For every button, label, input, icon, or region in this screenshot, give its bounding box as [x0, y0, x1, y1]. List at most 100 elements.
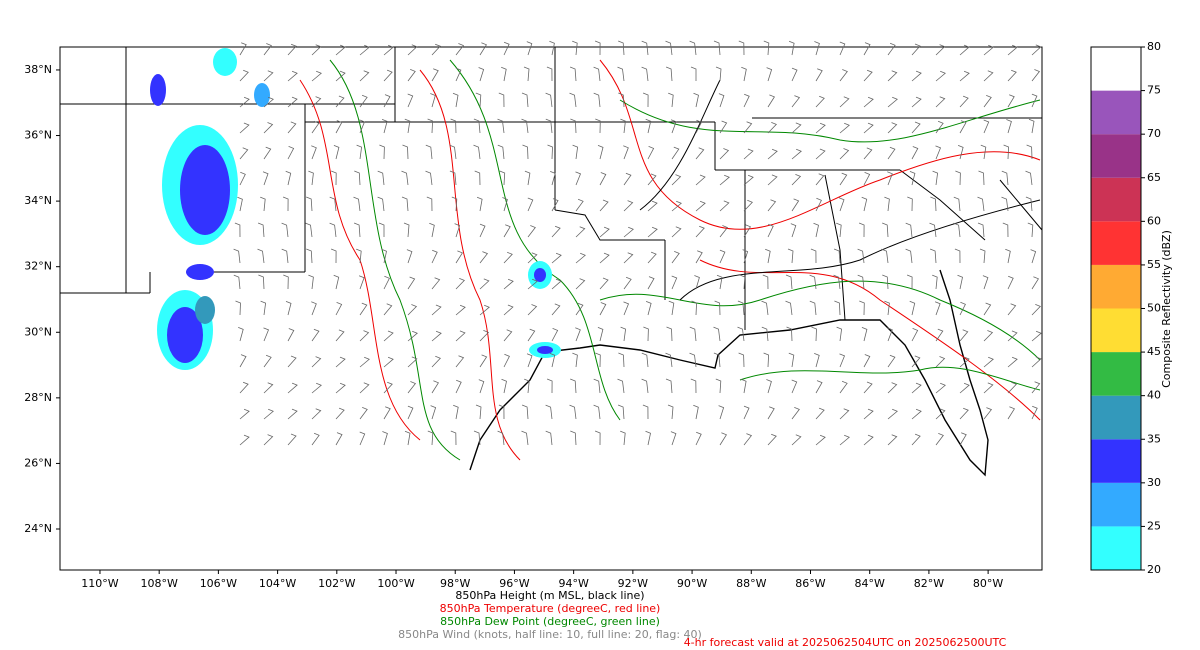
map-axes: 110°W 108°W 106°W 104°W 102°W 100°W 98°W 96°W 94…	[24, 63, 1003, 590]
y-tick-label: 26°N	[24, 456, 52, 469]
wind-barb	[738, 352, 745, 368]
wind-barb	[809, 274, 817, 290]
wind-barb	[407, 405, 414, 420]
wind-barb	[545, 118, 553, 134]
wind-barb	[401, 170, 409, 186]
wind-barb	[455, 330, 466, 342]
wind-barb	[550, 171, 556, 186]
wind-barb	[911, 433, 921, 446]
wind-barb	[766, 379, 772, 394]
wind-barb	[258, 274, 265, 290]
wind-barb	[641, 378, 649, 394]
wind-barb	[882, 274, 889, 290]
wind-barb	[695, 200, 706, 212]
wind-barb	[281, 222, 289, 238]
wind-barb	[642, 404, 649, 420]
wind-barb	[911, 355, 921, 368]
wind-barb	[647, 146, 655, 160]
wind-barb	[737, 300, 745, 316]
wind-barb	[353, 222, 361, 238]
wind-barb	[452, 92, 459, 108]
wind-barb	[911, 121, 921, 134]
wind-barb	[455, 355, 465, 368]
wind-barb	[263, 382, 274, 394]
wind-barb	[287, 146, 295, 160]
wind-barb	[1031, 304, 1042, 316]
wind-barb	[815, 380, 823, 394]
wind-barb	[527, 225, 536, 238]
wind-barb	[695, 119, 702, 134]
wind-barb	[955, 170, 961, 186]
wind-barb	[425, 170, 433, 186]
wind-barb	[311, 356, 322, 368]
wind-barb	[479, 330, 490, 342]
wind-barb	[1006, 119, 1012, 134]
wind-barb	[665, 352, 673, 368]
wind-barb	[497, 430, 505, 446]
wind-barb	[957, 274, 963, 290]
wind-barb	[449, 144, 457, 160]
wind-barb	[815, 407, 825, 420]
wind-barb	[359, 70, 370, 82]
wind-barb	[791, 67, 798, 82]
colorbar-segment	[1091, 264, 1141, 309]
wind-barb	[787, 248, 794, 264]
colorbar-tick-label: 20	[1147, 563, 1161, 576]
wind-barb	[383, 69, 393, 82]
wind-barb	[863, 96, 874, 108]
wind-barb	[479, 251, 489, 264]
wind-barb	[977, 222, 985, 238]
wind-barb	[479, 304, 490, 316]
wind-barb	[911, 382, 922, 394]
wind-barb	[449, 170, 457, 186]
colorbar-tick-label: 65	[1147, 171, 1161, 184]
wind-barb	[593, 404, 601, 420]
wind-barb	[863, 408, 874, 420]
wind-barb	[263, 43, 272, 56]
wind-barb	[478, 379, 485, 394]
caption: 850hPa Dew Point (degreeC, green line)	[440, 615, 660, 628]
wind-barb	[983, 302, 992, 316]
wind-barb	[335, 407, 345, 420]
wind-barb	[381, 119, 388, 134]
wind-barb	[839, 408, 850, 420]
wind-barb	[1025, 196, 1033, 212]
wind-barb	[767, 223, 774, 238]
wind-barb	[263, 434, 274, 446]
wind-barb	[427, 118, 434, 134]
wind-barb	[234, 222, 241, 238]
wind-barb	[473, 118, 481, 134]
wind-barb	[383, 330, 394, 342]
wind-barb	[978, 170, 985, 186]
wind-barb	[521, 118, 529, 134]
wind-barb	[761, 300, 769, 316]
wind-barb	[359, 356, 370, 368]
wind-barb	[813, 222, 819, 238]
wind-barb	[836, 326, 843, 342]
wind-barb	[935, 356, 946, 368]
wind-barb	[454, 223, 461, 238]
wind-barb	[551, 252, 562, 264]
colorbar-segment	[1091, 90, 1141, 135]
wind-barb	[839, 172, 848, 186]
colorbar-segment	[1091, 482, 1141, 527]
colorbar-segment	[1091, 352, 1141, 396]
wind-barb	[335, 382, 346, 394]
wind-barb	[618, 40, 625, 56]
colorbar-segment	[1091, 439, 1141, 483]
wind-barb	[239, 42, 247, 56]
wind-barb	[953, 196, 961, 212]
wind-barb	[595, 352, 601, 368]
wind-barb	[1007, 275, 1014, 290]
wind-barb	[694, 275, 700, 290]
wind-barb	[311, 70, 322, 82]
wind-barb	[431, 277, 441, 290]
wind-barb	[1026, 144, 1033, 160]
wind-barb	[647, 200, 658, 212]
wind-barb	[306, 248, 313, 264]
wind-barb	[763, 352, 770, 368]
wind-barb	[719, 148, 730, 160]
y-tick-label: 34°N	[24, 194, 52, 207]
wind-barb	[503, 224, 511, 238]
wind-barb	[909, 171, 916, 186]
